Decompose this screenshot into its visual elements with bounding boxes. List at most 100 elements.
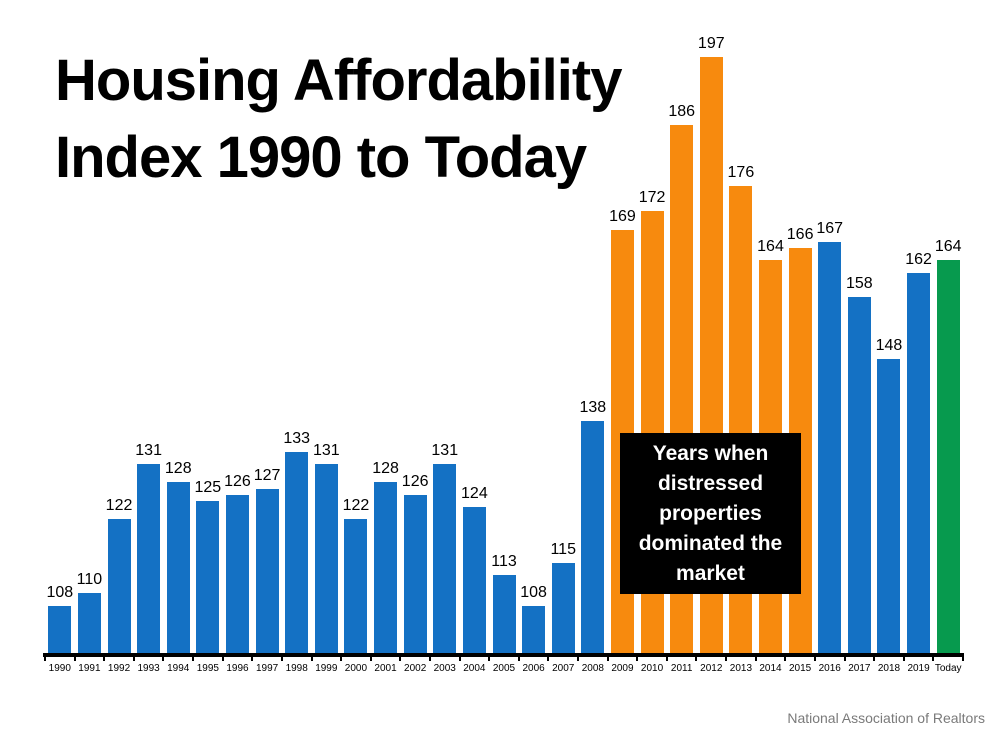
chart-title: Housing Affordability Index 1990 to Toda… <box>55 48 622 190</box>
bar-value-2004: 124 <box>461 485 488 502</box>
x-axis-tick <box>665 657 668 661</box>
x-axis-label-2000: 2000 <box>344 663 368 674</box>
x-axis-label-1992: 1992 <box>107 663 131 674</box>
bar-1992 <box>107 519 131 655</box>
bar-1997 <box>255 489 279 655</box>
x-axis-label-2011: 2011 <box>670 663 693 674</box>
bar-2003 <box>433 464 457 655</box>
x-axis-label-Today: Today <box>934 663 962 674</box>
bar-value-2014: 164 <box>757 238 784 255</box>
bar-value-2006: 108 <box>520 584 547 601</box>
x-axis-label-2013: 2013 <box>729 663 753 674</box>
x-axis-label-2014: 2014 <box>759 663 782 674</box>
x-axis-tick <box>132 657 135 661</box>
x-axis-label-1995: 1995 <box>196 663 219 674</box>
x-axis-tick <box>962 657 964 661</box>
x-axis-label-2018: 2018 <box>877 663 901 674</box>
x-axis-tick <box>221 657 224 661</box>
x-axis-tick <box>103 657 106 661</box>
x-axis-tick <box>399 657 402 661</box>
bar-value-1998: 133 <box>283 430 311 447</box>
bar-2002 <box>403 495 427 655</box>
bar-2018 <box>877 359 901 655</box>
x-axis-tick <box>843 657 846 661</box>
bar-value-2005: 113 <box>491 553 517 570</box>
bar-value-2009: 169 <box>609 208 636 225</box>
x-axis-label-2005: 2005 <box>492 663 516 674</box>
x-axis-tick <box>162 657 165 661</box>
bar-value-Today: 164 <box>934 238 962 255</box>
bar-value-2019: 162 <box>905 251 932 268</box>
bar-1993 <box>137 464 161 655</box>
bar-value-1999: 131 <box>312 442 340 459</box>
annotation-line-4: dominated the <box>638 531 783 555</box>
x-axis-labels: 1990 1991 1992 1993 1994 1995 1996 1997 1998 1999… <box>45 663 963 677</box>
x-axis-label-2006: 2006 <box>522 663 545 674</box>
bar-2019 <box>907 273 931 655</box>
x-axis-label-1993: 1993 <box>137 663 160 674</box>
bar-1991 <box>77 593 101 655</box>
x-axis-line <box>43 653 964 657</box>
bar-value-2007: 115 <box>550 541 576 558</box>
x-axis-label-1997: 1997 <box>255 663 279 674</box>
x-axis-tick <box>547 657 550 661</box>
x-axis-tick <box>192 657 195 661</box>
x-axis-label-1991: 1991 <box>78 663 101 674</box>
bar-value-2002: 126 <box>401 473 429 490</box>
x-axis-label-2010: 2010 <box>640 663 664 674</box>
x-axis-tick <box>488 657 491 661</box>
x-axis-tick <box>251 657 254 661</box>
x-axis-label-2002: 2002 <box>404 663 427 674</box>
bar-value-2003: 131 <box>431 442 459 459</box>
x-axis-label-2017: 2017 <box>848 663 871 674</box>
bar-1996 <box>225 495 249 655</box>
bar-1998 <box>285 452 309 655</box>
bar-1990 <box>48 606 72 655</box>
x-axis-tick <box>517 657 520 661</box>
x-axis-label-2007: 2007 <box>552 663 575 674</box>
x-axis-label-2003: 2003 <box>433 663 456 674</box>
bar-value-1996: 126 <box>224 473 251 490</box>
bar-value-1992: 122 <box>105 497 133 514</box>
annotation-line-5: market <box>676 561 745 585</box>
x-axis-tick <box>754 657 757 661</box>
x-axis-tick <box>44 657 46 661</box>
bar-2004 <box>462 507 486 655</box>
bar-value-2010: 172 <box>638 189 666 206</box>
annotation-line-1: Years when <box>652 441 769 465</box>
bar-value-2018: 148 <box>875 337 903 354</box>
bar-chart: 108 110 122 131 128 125 126 127 133 131 122 128 126 1… <box>45 0 963 655</box>
x-axis-label-1990: 1990 <box>48 663 71 674</box>
x-axis-label-2009: 2009 <box>611 663 634 674</box>
x-axis-label-2004: 2004 <box>463 663 486 674</box>
x-axis-tick <box>280 657 283 661</box>
x-axis-tick <box>636 657 639 661</box>
x-axis-tick <box>813 657 816 661</box>
x-axis-tick <box>695 657 698 661</box>
x-axis-label-2008: 2008 <box>581 663 604 674</box>
bar-value-2017: 158 <box>845 275 873 292</box>
x-axis-tick <box>428 657 431 661</box>
bar-1994 <box>166 482 190 655</box>
x-axis-label-2001: 2001 <box>374 663 397 674</box>
x-axis-tick <box>784 657 787 661</box>
bar-1995 <box>196 501 220 655</box>
bar-value-1991: 110 <box>76 571 103 588</box>
x-axis-tick <box>932 657 935 661</box>
x-axis-tick <box>725 657 728 661</box>
bar-2008 <box>581 421 605 655</box>
bar-value-1995: 125 <box>194 479 222 496</box>
x-axis-tick <box>340 657 343 661</box>
x-axis-tick <box>873 657 876 661</box>
bar-value-2016: 167 <box>816 220 844 237</box>
bar-2005 <box>492 575 516 655</box>
annotation-line-2: distressed <box>657 471 764 495</box>
bar-value-2001: 128 <box>372 460 399 477</box>
bar-2001 <box>374 482 398 655</box>
bar-1999 <box>314 464 338 655</box>
x-axis-label-1999: 1999 <box>315 663 338 674</box>
x-axis-label-1994: 1994 <box>167 663 190 674</box>
x-axis-tick <box>369 657 372 661</box>
bar-value-2012: 197 <box>697 35 725 52</box>
source-credit: National Association of Realtors <box>787 710 985 726</box>
